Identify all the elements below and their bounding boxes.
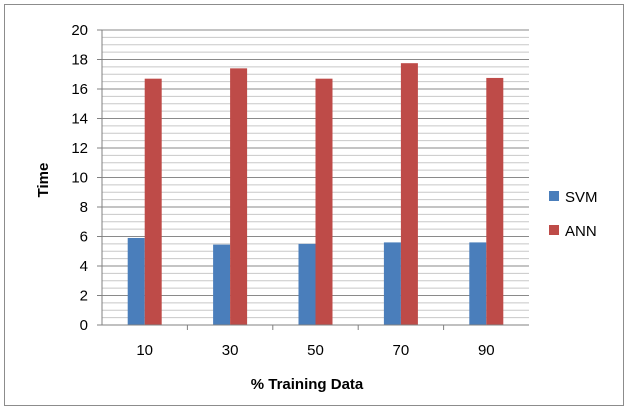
x-tick-label: 30	[222, 342, 239, 359]
y-tick-labels: 0 2 4 6 8 10 12 14 16 18 20	[71, 22, 88, 334]
bar-ann-30	[230, 68, 248, 325]
bar-ann-90	[486, 77, 504, 325]
legend-label-svm: SVM	[565, 189, 598, 206]
y-tick-label: 2	[80, 288, 88, 305]
bar-chart: 0 2 4 6 8 10 12 14 16 18 20 10 30 50 70 90 Time % Trai…	[35, 22, 598, 393]
bar-svm-70	[383, 242, 401, 325]
bar-ann-50	[315, 78, 333, 325]
legend-label-ann: ANN	[565, 223, 597, 240]
y-tick-label: 18	[71, 52, 88, 69]
legend-swatch-svm	[549, 191, 559, 201]
x-axis-title: % Training Data	[251, 376, 364, 393]
axes	[97, 29, 529, 330]
y-tick-label: 16	[71, 81, 88, 98]
bar-svm-50	[298, 243, 316, 325]
x-tick-label: 90	[478, 342, 495, 359]
y-tick-label: 20	[71, 22, 88, 39]
bar-ann-10	[144, 78, 162, 325]
bar-svm-30	[213, 244, 231, 325]
y-tick-label: 6	[80, 229, 88, 246]
y-tick-label: 0	[80, 317, 88, 334]
legend-swatch-ann	[549, 225, 559, 235]
y-tick-label: 10	[71, 170, 88, 187]
bar-svm-10	[127, 237, 145, 325]
bar-svm-90	[469, 242, 487, 325]
x-tick-label: 10	[136, 342, 153, 359]
legend: SVM ANN	[549, 189, 598, 240]
y-tick-label: 14	[71, 111, 88, 128]
x-tick-label: 70	[393, 342, 410, 359]
x-tick-label: 50	[307, 342, 324, 359]
bars	[127, 63, 504, 325]
bar-ann-70	[400, 63, 418, 325]
y-tick-label: 12	[71, 140, 88, 157]
x-tick-labels: 10 30 50 70 90	[136, 342, 494, 359]
y-tick-label: 8	[80, 199, 88, 216]
y-axis-title: Time	[35, 163, 52, 198]
chart-frame: 0 2 4 6 8 10 12 14 16 18 20 10 30 50 70 90 Time % Trai…	[4, 4, 624, 406]
y-tick-label: 4	[80, 258, 88, 275]
